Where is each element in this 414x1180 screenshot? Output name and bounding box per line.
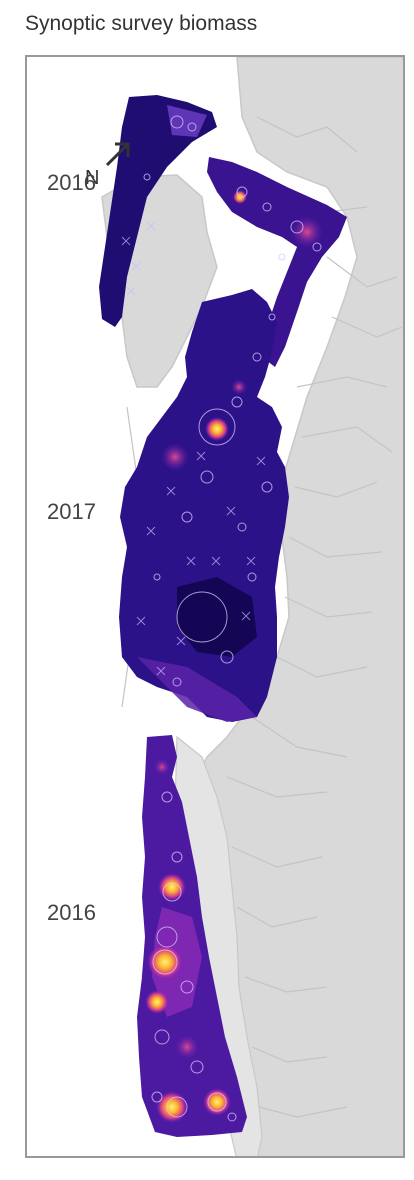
observation-crosses <box>121 221 266 676</box>
survey-year-label: 2017 <box>47 499 96 524</box>
survey-year-label: 2016 <box>47 170 96 195</box>
north-label: N <box>85 167 100 189</box>
observation-circles <box>143 115 322 1122</box>
north-arrow-icon <box>103 139 133 174</box>
survey-2017-area <box>119 289 289 722</box>
survey-2016-north-east-area <box>207 157 347 367</box>
map-frame: N 2016 2017 2016 <box>25 55 405 1158</box>
map-canvas <box>99 57 403 1156</box>
map-title: Synoptic survey biomass <box>25 12 258 35</box>
survey-year-label: 2016 <box>47 900 96 925</box>
